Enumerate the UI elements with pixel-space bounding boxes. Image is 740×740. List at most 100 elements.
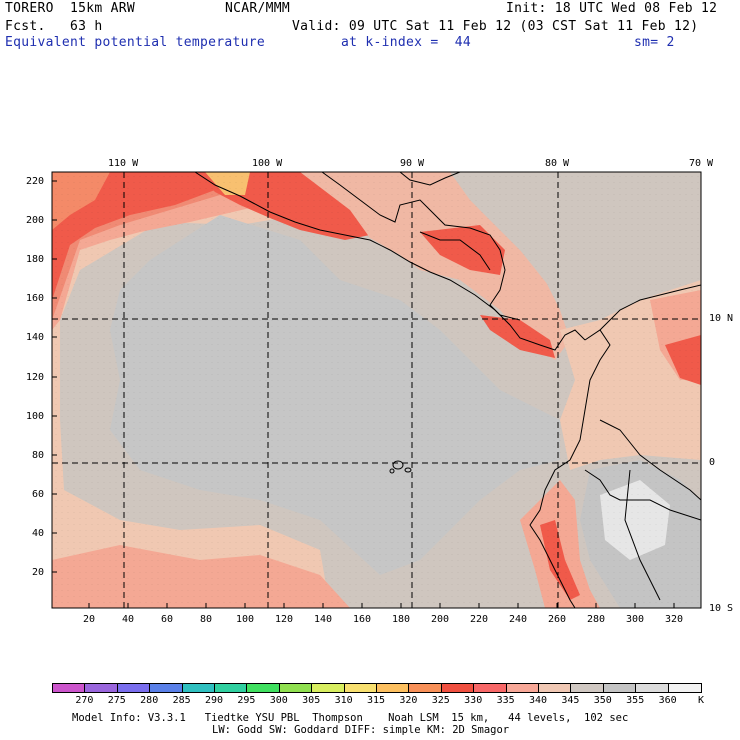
legend-swatch (181, 683, 215, 693)
legend-label: 300 (269, 695, 288, 706)
legend-swatch (602, 683, 637, 693)
legend-label: 295 (237, 695, 256, 706)
lon-label-70w: 70 W (689, 158, 714, 169)
legend-swatch (538, 683, 572, 693)
peru-border (624, 469, 661, 601)
colombia-border (599, 419, 701, 501)
legend-label: 360 (658, 695, 677, 706)
x-label: 220 (470, 614, 489, 625)
legend-label: 275 (107, 695, 126, 706)
bottom-tick-marks (88, 603, 675, 608)
field-name: Equivalent potential temperature (5, 35, 266, 50)
forecast-hour: Fcst. 63 h (5, 19, 103, 34)
legend-swatch (570, 683, 604, 693)
legend-swatch (214, 683, 248, 693)
legend-swatch (84, 683, 118, 693)
legend-swatch (635, 683, 669, 693)
legend-swatch (246, 683, 280, 693)
south-america-coastline (529, 329, 611, 608)
legend-swatch (311, 683, 345, 693)
x-label: 180 (392, 614, 411, 625)
lat-label-10n: 10 N (709, 313, 734, 324)
legend-label: 270 (75, 695, 94, 706)
legend-swatch (505, 683, 539, 693)
legend-label: 320 (399, 695, 418, 706)
gulf-coastline (399, 172, 461, 186)
legend-label: 290 (204, 695, 224, 706)
init-time: Init: 18 UTC Wed 08 Feb 12 (506, 1, 718, 16)
x-label: 160 (353, 614, 372, 625)
legend-label: 335 (496, 695, 515, 706)
model-title: TORERO 15km ARW (5, 1, 136, 16)
legend-swatch (473, 683, 507, 693)
shaded-field (52, 172, 701, 608)
lat-label-10s: 10 S (709, 603, 734, 614)
legend-label: 350 (593, 695, 612, 706)
x-label: 300 (626, 614, 645, 625)
legend-swatch (116, 683, 151, 693)
legend-label: 340 (528, 695, 548, 706)
lon-label-110w: 110 W (108, 158, 139, 169)
y-label: 20 (32, 567, 45, 578)
lon-label-100w: 100 W (252, 158, 283, 169)
level-index: at k-index = 44 (341, 35, 472, 50)
y-label: 180 (26, 254, 45, 265)
yucatan-coastline (321, 172, 521, 321)
left-tick-marks (52, 180, 57, 573)
plot-frame (51, 171, 702, 609)
x-label: 60 (161, 614, 174, 625)
model-info: Model Info: V3.3.1 Tiedtke YSU PBL Thomp… (72, 712, 629, 724)
legend-label: 280 (140, 695, 159, 706)
center-label: NCAR/MMM (225, 1, 291, 16)
y-label: 80 (32, 450, 45, 461)
x-label: 80 (200, 614, 213, 625)
pacific-coastline (194, 172, 586, 351)
legend-label: 345 (561, 695, 580, 706)
x-label: 140 (314, 614, 333, 625)
x-label: 100 (236, 614, 255, 625)
honduras-border (419, 231, 491, 271)
y-label: 220 (26, 176, 45, 187)
y-label: 200 (26, 215, 45, 226)
x-label: 280 (587, 614, 606, 625)
lon-label-80w: 80 W (545, 158, 570, 169)
galapagos-island (404, 467, 412, 473)
legend-label: 330 (464, 695, 483, 706)
x-label: 240 (509, 614, 528, 625)
legend-label: 310 (334, 695, 353, 706)
x-label: 320 (665, 614, 684, 625)
lat-label-equator: 0 (709, 457, 716, 468)
legend-swatch (343, 683, 377, 693)
lon-label-90w: 90 W (400, 158, 425, 169)
physics-info: LW: Godd SW: Goddard DIFF: simple KM: 2D… (212, 724, 510, 736)
y-label: 100 (26, 411, 45, 422)
legend-swatch (440, 683, 475, 693)
legend-label: 315 (366, 695, 386, 706)
smoothing: sm= 2 (634, 35, 675, 50)
legend-swatch (149, 683, 183, 693)
y-label: 120 (26, 372, 45, 383)
coastlines (194, 172, 701, 608)
valid-time: Valid: 09 UTC Sat 11 Feb 12 (03 CST Sat … (292, 19, 699, 34)
legend-label: 355 (626, 695, 645, 706)
legend-label: 305 (302, 695, 321, 706)
y-label: 40 (32, 528, 45, 539)
galapagos-island (392, 460, 404, 470)
y-label: 60 (32, 489, 45, 500)
caribbean-coastline (599, 284, 701, 331)
x-label: 260 (548, 614, 567, 625)
legend-swatch (278, 683, 313, 693)
galapagos-island (389, 468, 395, 474)
y-label: 140 (26, 332, 45, 343)
legend-swatch (408, 683, 442, 693)
legend-swatch (52, 683, 86, 693)
x-label: 200 (431, 614, 450, 625)
x-label: 120 (275, 614, 294, 625)
y-label: 160 (26, 293, 45, 304)
legend-swatch (376, 683, 410, 693)
ecuador-peru-border (584, 469, 701, 521)
legend-unit: K (698, 695, 705, 706)
legend-label: 285 (172, 695, 191, 706)
x-label: 40 (122, 614, 135, 625)
